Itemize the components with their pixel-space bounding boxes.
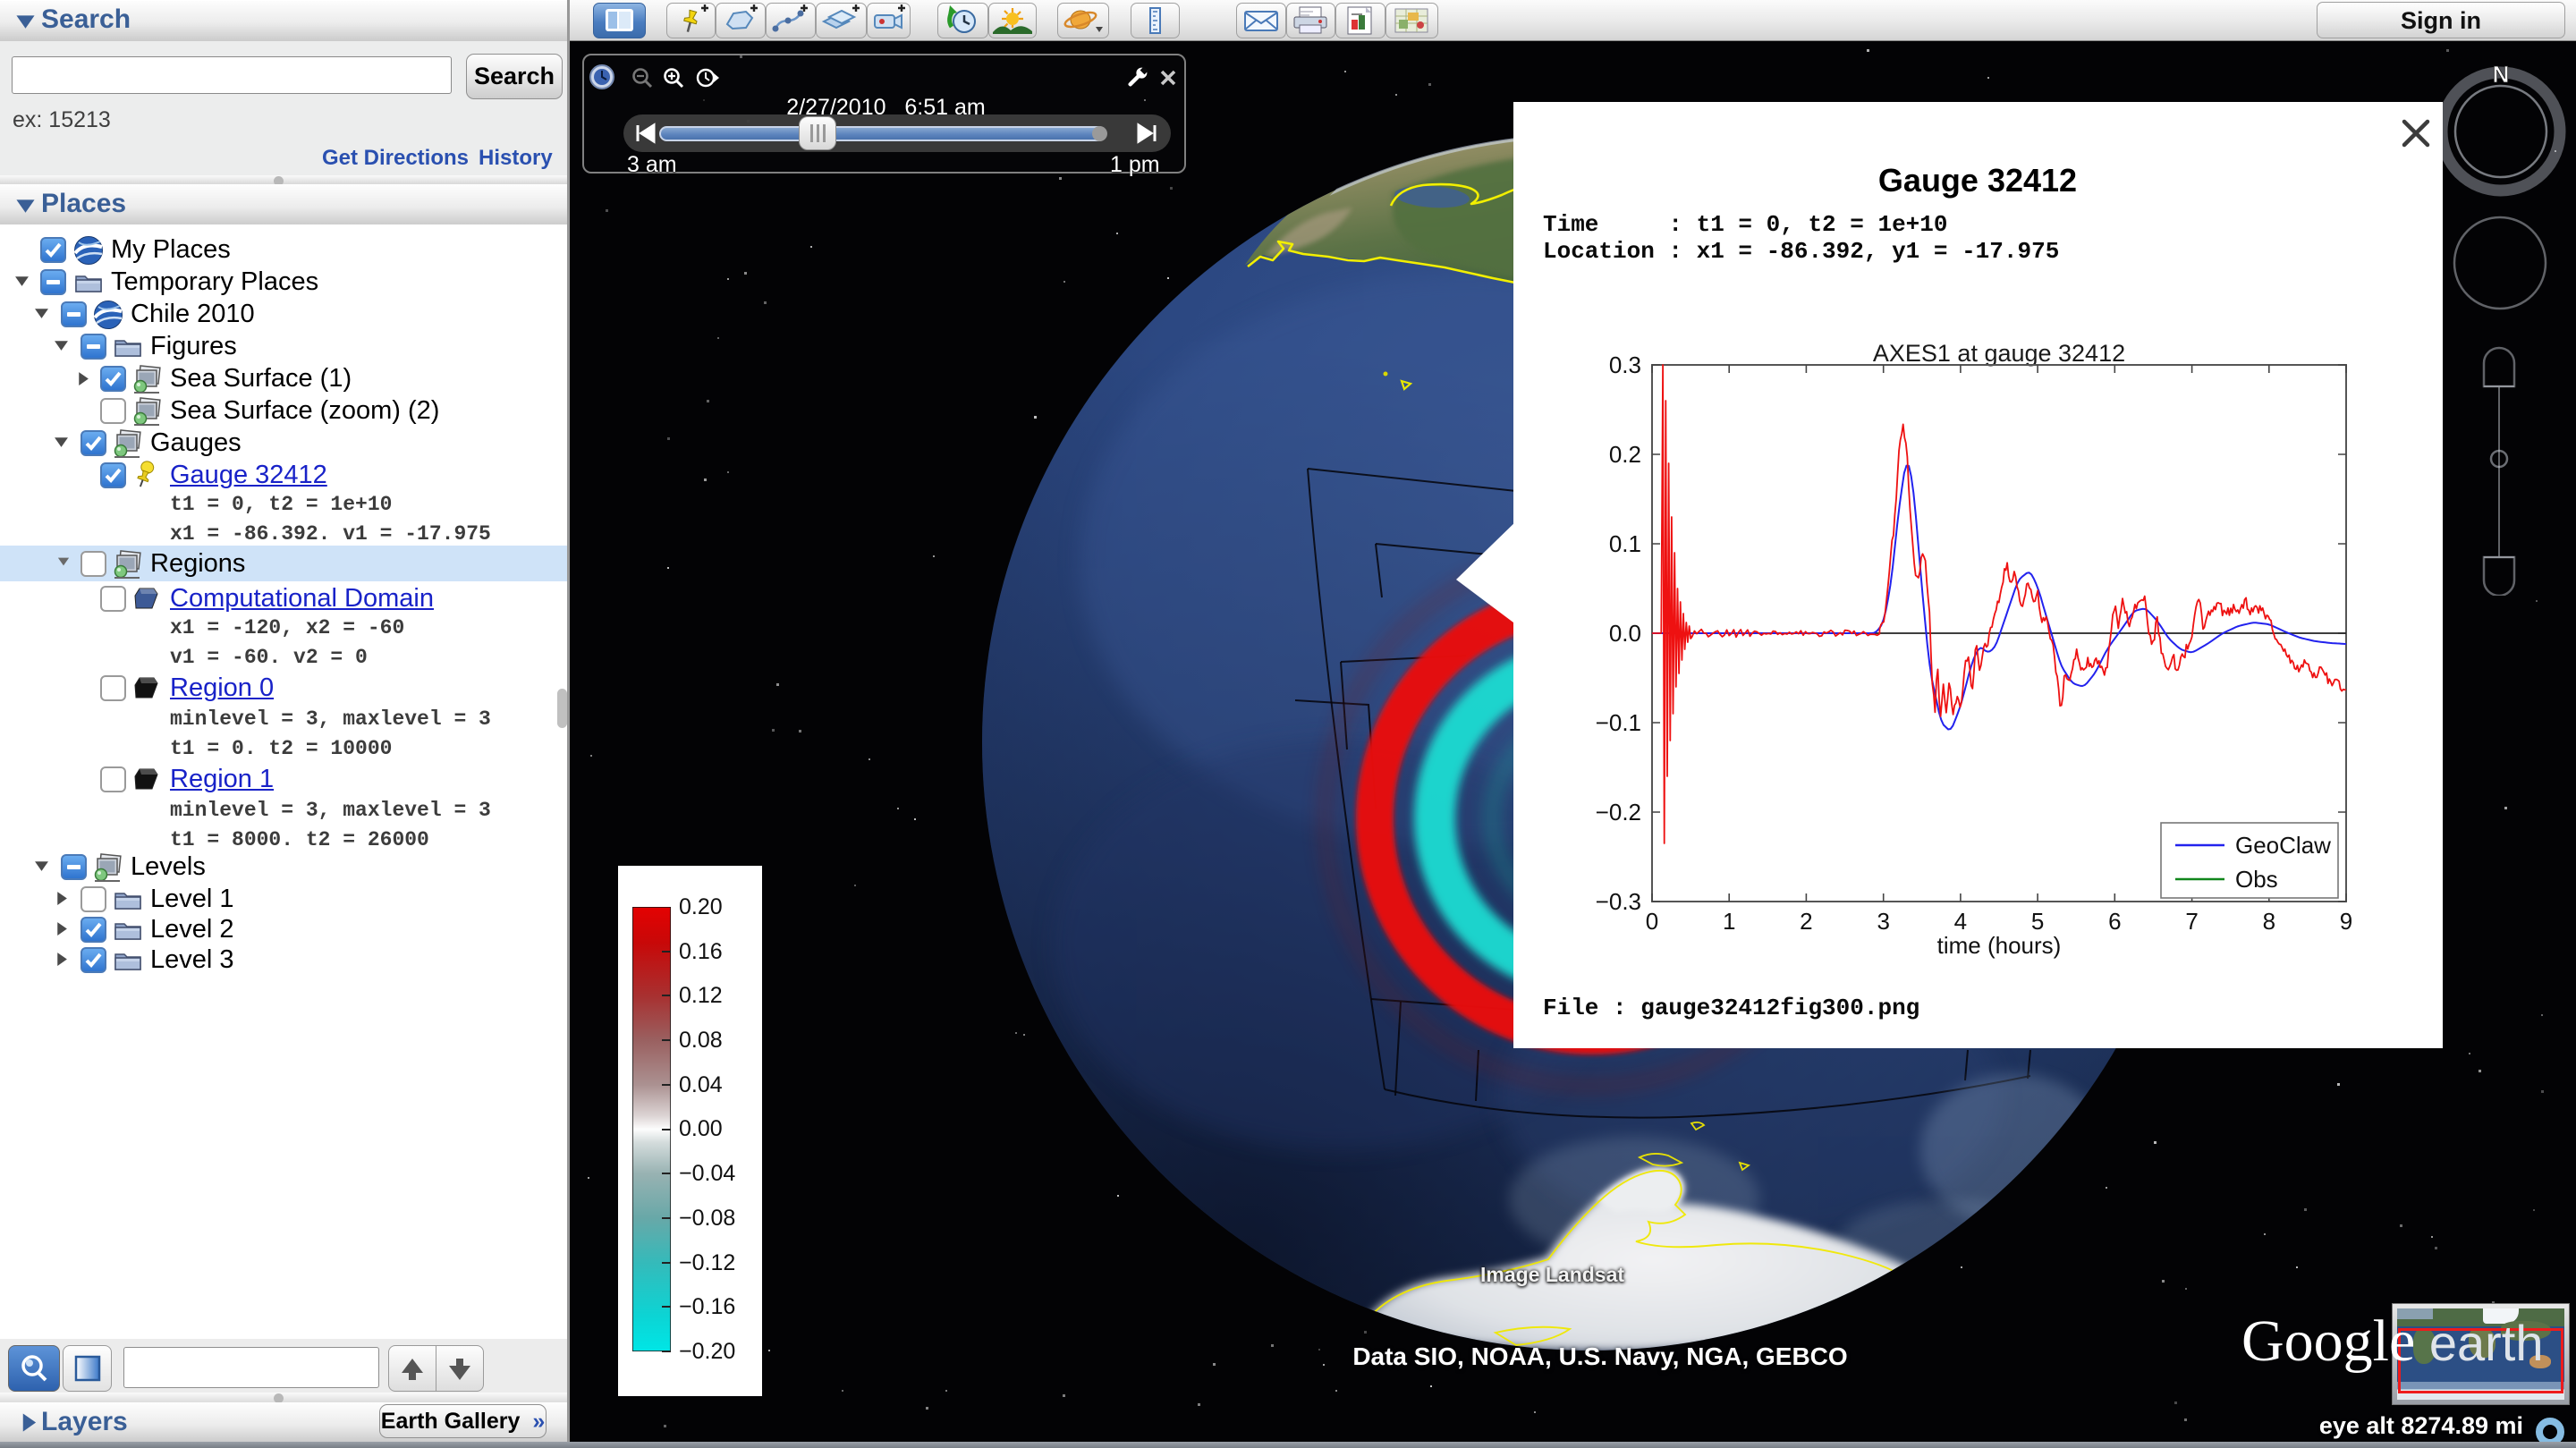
svg-text:0.0: 0.0 <box>1609 620 1641 647</box>
svg-text:AXES1 at gauge 32412: AXES1 at gauge 32412 <box>1873 340 2125 367</box>
svg-text:0.1: 0.1 <box>1609 530 1641 557</box>
svg-text:5: 5 <box>2031 908 2044 935</box>
svg-text:−0.2: −0.2 <box>1596 799 1641 826</box>
svg-text:0.3: 0.3 <box>1609 351 1641 378</box>
svg-text:GeoClaw: GeoClaw <box>2235 832 2331 859</box>
svg-text:3: 3 <box>1877 908 1889 935</box>
svg-text:4: 4 <box>1954 908 1967 935</box>
svg-text:8: 8 <box>2263 908 2275 935</box>
svg-text:7: 7 <box>2185 908 2198 935</box>
svg-text:Gauge 32412: Gauge 32412 <box>1878 162 2077 199</box>
svg-text:6: 6 <box>2108 908 2121 935</box>
svg-text:0.2: 0.2 <box>1609 441 1641 468</box>
svg-text:−0.1: −0.1 <box>1596 709 1641 736</box>
svg-text:1: 1 <box>1723 908 1735 935</box>
svg-text:Obs: Obs <box>2235 866 2278 893</box>
svg-text:time (hours): time (hours) <box>1937 932 2062 959</box>
svg-text:2: 2 <box>1800 908 1812 935</box>
svg-text:9: 9 <box>2340 908 2352 935</box>
svg-text:0: 0 <box>1646 908 1658 935</box>
svg-text:N: N <box>2493 61 2510 88</box>
svg-text:−0.3: −0.3 <box>1596 888 1641 915</box>
